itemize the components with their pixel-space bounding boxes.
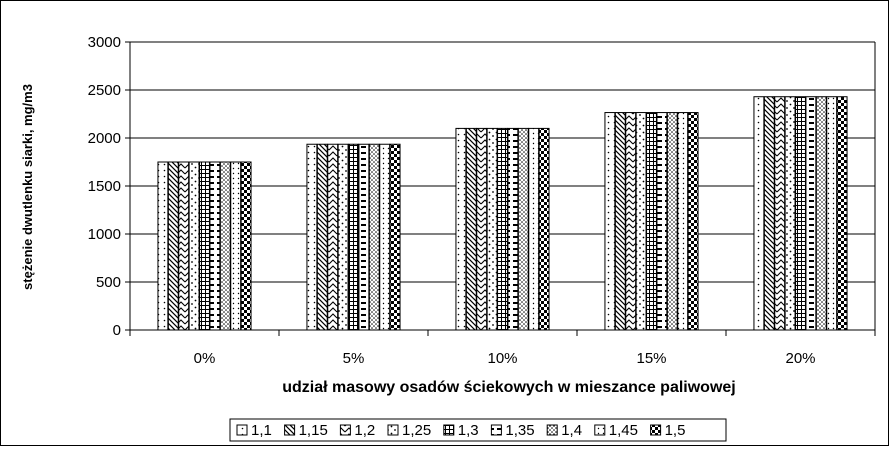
bar [815,96,827,331]
bar [687,112,699,331]
bar [538,127,550,331]
legend-swatch [443,424,455,436]
bar [635,112,647,331]
x-tick-label: 5% [343,350,365,367]
legend-swatch [546,424,558,436]
bar [763,96,775,331]
bar [230,161,242,331]
y-tick-label: 3000 [88,34,121,51]
bar [517,127,529,331]
bar [677,112,689,331]
bar [199,161,210,331]
bar [219,161,231,331]
legend-item: 1,45 [594,422,638,439]
legend-item: 1,2 [339,422,375,439]
bar [157,161,169,331]
legend-label: 1,4 [561,422,582,439]
bar [316,143,328,331]
legend: 1,1 1,15 1,2 1,25 1,3 1,35 1,4 1,45 1,5 [229,418,727,442]
bar [379,143,391,331]
y-tick-label: 1500 [88,178,121,195]
y-tick-label: 2500 [88,82,121,99]
bar [348,143,359,331]
legend-label: 1,35 [505,422,534,439]
legend-swatch [490,424,502,436]
legend-item: 1,3 [443,422,479,439]
bar [327,143,339,331]
x-tick-labels: 0% 5% 10% 15% 20% [194,350,816,367]
legend-label: 1,25 [402,422,431,439]
x-tick-label: 15% [636,350,666,367]
bar [337,143,349,331]
y-axis-title: stężenie dwutlenku siarki, mg/m3 [20,84,35,290]
legend-label: 1,5 [665,422,686,439]
y-tick-label: 1000 [88,226,121,243]
bar [486,127,498,331]
bar [188,161,200,331]
legend-label: 1,3 [458,422,479,439]
bars [157,96,848,331]
bar [389,143,401,331]
legend-item: 1,1 [236,422,272,439]
bar [625,112,637,331]
y-tick-label: 500 [96,274,121,291]
bar [240,161,252,331]
legend-item: 1,35 [490,422,535,439]
bar [836,96,848,331]
bar [826,96,838,331]
legend-item: 1,4 [546,422,582,439]
y-tick-label: 0 [113,322,121,339]
legend-swatch [339,424,351,436]
x-axis-title: udział masowy osadów ściekowych w miesza… [282,379,736,396]
x-tick-label: 0% [194,350,216,367]
bar [465,127,477,331]
bar [784,96,796,331]
bar [666,112,678,331]
y-tick-label: 2000 [88,130,121,147]
x-tick-label: 10% [487,350,517,367]
bar [167,161,179,331]
bar [614,112,626,331]
bar [774,96,786,331]
bar [306,143,318,331]
legend-swatch [650,424,662,436]
bar [497,127,508,331]
bar [646,112,657,331]
legend-swatch [284,424,296,436]
bar [209,161,221,331]
bar [368,143,380,331]
bar [178,161,190,331]
bar [805,96,817,331]
bar [476,127,488,331]
legend-label: 1,15 [299,422,328,439]
bar [358,143,370,331]
bar [455,127,467,331]
axes [125,41,876,336]
bar [507,127,519,331]
legend-item: 1,5 [650,422,686,439]
x-tick-label: 20% [785,350,815,367]
legend-label: 1,45 [609,422,638,439]
bar [753,96,765,331]
bar [528,127,540,331]
legend-label: 1,2 [354,422,375,439]
y-tick-labels: 0 500 1000 1500 2000 2500 3000 [88,34,121,339]
legend-entries: 1,1 1,15 1,2 1,25 1,3 1,35 1,4 1,45 1,5 [236,422,686,439]
bar [604,112,616,331]
legend-swatch [236,424,248,436]
bar [795,96,806,331]
bar [656,112,668,331]
legend-label: 1,1 [251,422,272,439]
legend-item: 1,25 [387,422,431,439]
legend-swatch [387,424,399,436]
legend-swatch [594,424,606,436]
legend-item: 1,15 [284,422,328,439]
